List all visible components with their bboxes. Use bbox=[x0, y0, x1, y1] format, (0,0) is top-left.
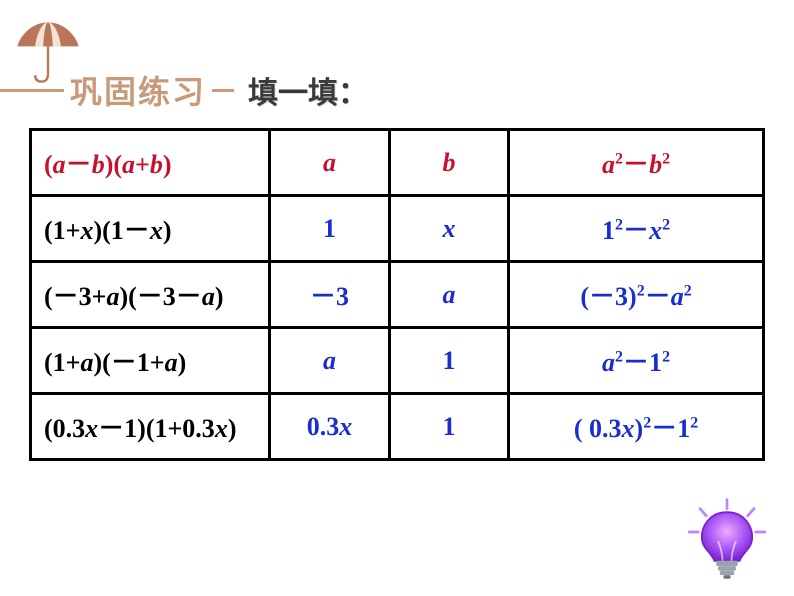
cell: 1 bbox=[389, 394, 508, 460]
hr-left bbox=[0, 89, 64, 92]
cell: x bbox=[389, 196, 508, 262]
row-label: (0.3x－1)(1+0.3x) bbox=[31, 394, 270, 460]
row-label: (1+a)(－1+a) bbox=[31, 328, 270, 394]
header-cell: (a－b)(a+b) bbox=[31, 130, 270, 196]
hr-mid bbox=[212, 89, 234, 92]
table-row: (－3+a)(－3－a)－3a(－3)2－a2 bbox=[31, 262, 764, 328]
cell: a bbox=[389, 262, 508, 328]
header-row: 巩固练习 填一填： bbox=[0, 70, 794, 110]
section-title: 巩固练习 bbox=[64, 67, 212, 113]
cell: (－3)2－a2 bbox=[509, 262, 764, 328]
cell: a2－12 bbox=[509, 328, 764, 394]
row-label: (1+x)(1－x) bbox=[31, 196, 270, 262]
table-row: (0.3x－1)(1+0.3x)0.3x1( 0.3x)2－12 bbox=[31, 394, 764, 460]
cell: 0.3x bbox=[270, 394, 390, 460]
practice-table: (a－b)(a+b)aba2－b2(1+x)(1－x)1x12－x2(－3+a)… bbox=[29, 128, 765, 461]
header-cell: a2－b2 bbox=[509, 130, 764, 196]
cell: －3 bbox=[270, 262, 390, 328]
table: (a－b)(a+b)aba2－b2(1+x)(1－x)1x12－x2(－3+a)… bbox=[29, 128, 765, 461]
table-header-row: (a－b)(a+b)aba2－b2 bbox=[31, 130, 764, 196]
cell: a bbox=[270, 328, 390, 394]
row-label: (－3+a)(－3－a) bbox=[31, 262, 270, 328]
cell: 1 bbox=[270, 196, 390, 262]
lightbulb-icon bbox=[682, 496, 772, 586]
table-row: (1+x)(1－x)1x12－x2 bbox=[31, 196, 764, 262]
section-subtitle: 填一填： bbox=[248, 68, 368, 112]
cell: 12－x2 bbox=[509, 196, 764, 262]
header-cell: b bbox=[389, 130, 508, 196]
table-row: (1+a)(－1+a)a1a2－12 bbox=[31, 328, 764, 394]
cell: ( 0.3x)2－12 bbox=[509, 394, 764, 460]
cell: 1 bbox=[389, 328, 508, 394]
header-cell: a bbox=[270, 130, 390, 196]
